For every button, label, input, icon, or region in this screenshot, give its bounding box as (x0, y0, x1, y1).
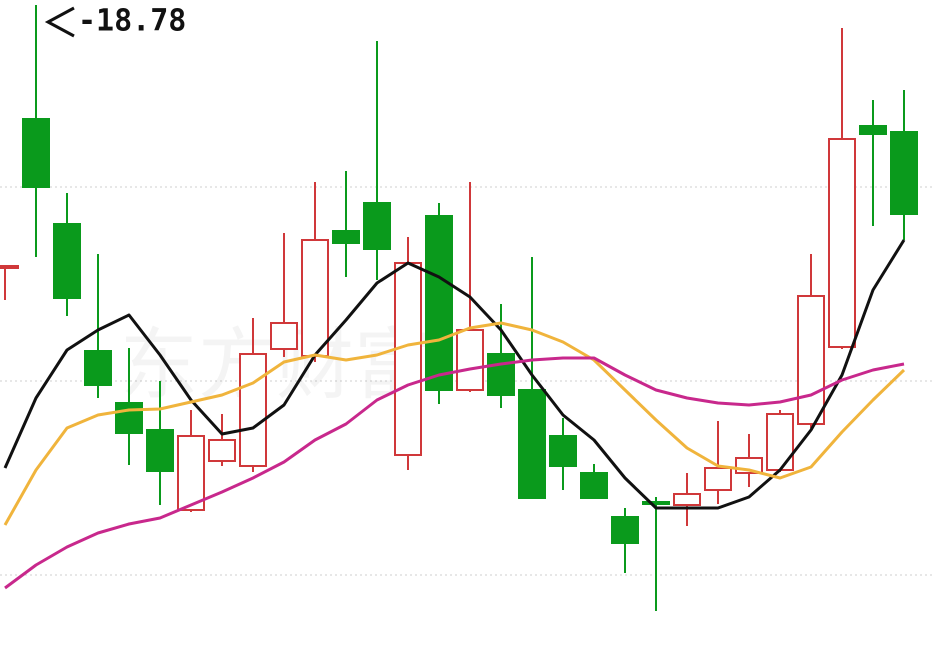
candle-body (611, 516, 639, 544)
candle-body (0, 265, 19, 269)
ma-line (4, 356, 905, 590)
candle-body (828, 138, 856, 348)
candle-body (859, 125, 887, 135)
candle-body (53, 223, 81, 299)
candle-body (332, 230, 360, 244)
candle-body (177, 435, 205, 511)
candle-body (394, 262, 422, 456)
annotation-arrow (44, 6, 75, 38)
candle-body (301, 239, 329, 357)
candle-body (642, 501, 670, 505)
candle-body (673, 493, 701, 506)
annotation: -18.78 (78, 4, 186, 39)
candle-body (797, 295, 825, 425)
candle-body (487, 353, 515, 396)
candle-body (890, 131, 918, 215)
candle-body (84, 350, 112, 386)
candle-body (518, 389, 546, 499)
candle-body (456, 329, 484, 391)
candle-body (270, 322, 298, 350)
candle-body (580, 472, 608, 499)
grid (0, 186, 935, 576)
candle-body (549, 435, 577, 467)
candles (0, 5, 918, 611)
ma-line (3, 239, 906, 510)
candle-body (766, 413, 794, 471)
candle-body (704, 467, 732, 491)
candle-body (208, 439, 236, 462)
ma-line (3, 321, 906, 526)
candle-body (146, 429, 174, 472)
candle-body (363, 202, 391, 250)
candle-body (239, 353, 267, 467)
candle-body (115, 402, 143, 434)
candle-body (22, 118, 50, 188)
moving-averages (3, 239, 906, 590)
candle-body (425, 215, 453, 391)
